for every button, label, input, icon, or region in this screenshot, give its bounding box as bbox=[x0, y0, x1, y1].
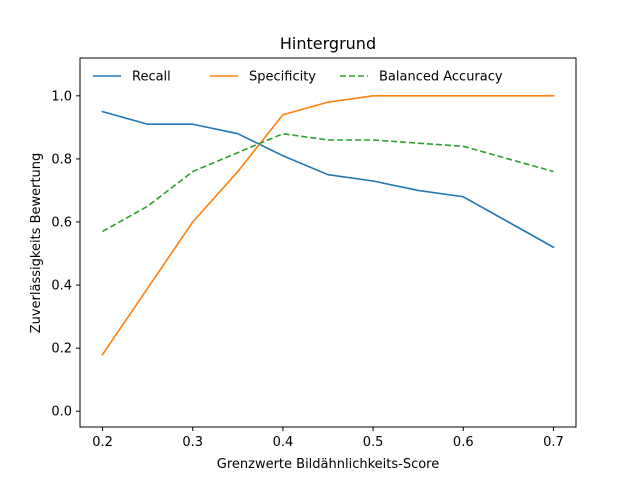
y-tick-label: 0.0 bbox=[51, 405, 72, 420]
x-tick-label: 0.3 bbox=[182, 435, 203, 450]
legend-label-2: Balanced Accuracy bbox=[379, 70, 503, 85]
legend-label-1: Specificity bbox=[249, 70, 316, 85]
y-axis-label: Zuverlässigkeits Bewertung bbox=[29, 153, 44, 334]
x-tick-label: 0.7 bbox=[543, 435, 564, 450]
x-tick-label: 0.4 bbox=[273, 435, 294, 450]
x-tick-label: 0.5 bbox=[363, 435, 384, 450]
plot-frame bbox=[79, 57, 577, 428]
y-tick-label: 0.4 bbox=[51, 279, 72, 294]
y-tick-label: 0.8 bbox=[51, 152, 72, 167]
x-axis-label: Grenzwerte Bildähnlichkeits-Score bbox=[217, 457, 440, 472]
legend: Recall Specificity Balanced Accuracy bbox=[93, 70, 503, 85]
series-line-0 bbox=[101, 110, 555, 249]
y-axis: 0.0 0.2 0.4 0.6 0.8 1.0 bbox=[51, 89, 80, 420]
legend-label-0: Recall bbox=[132, 70, 171, 85]
y-tick-label: 1.0 bbox=[51, 89, 72, 104]
series-line-1 bbox=[101, 95, 555, 356]
y-tick-label: 0.2 bbox=[51, 342, 72, 357]
x-axis: 0.2 0.3 0.4 0.5 0.6 0.7 bbox=[92, 427, 564, 450]
x-tick-label: 0.2 bbox=[92, 435, 113, 450]
x-tick-label: 0.6 bbox=[453, 435, 474, 450]
y-tick-label: 0.6 bbox=[51, 216, 72, 231]
chart-title: Hintergrund bbox=[280, 34, 376, 53]
series-line-2 bbox=[102, 132, 554, 233]
plot-area bbox=[79, 57, 577, 428]
